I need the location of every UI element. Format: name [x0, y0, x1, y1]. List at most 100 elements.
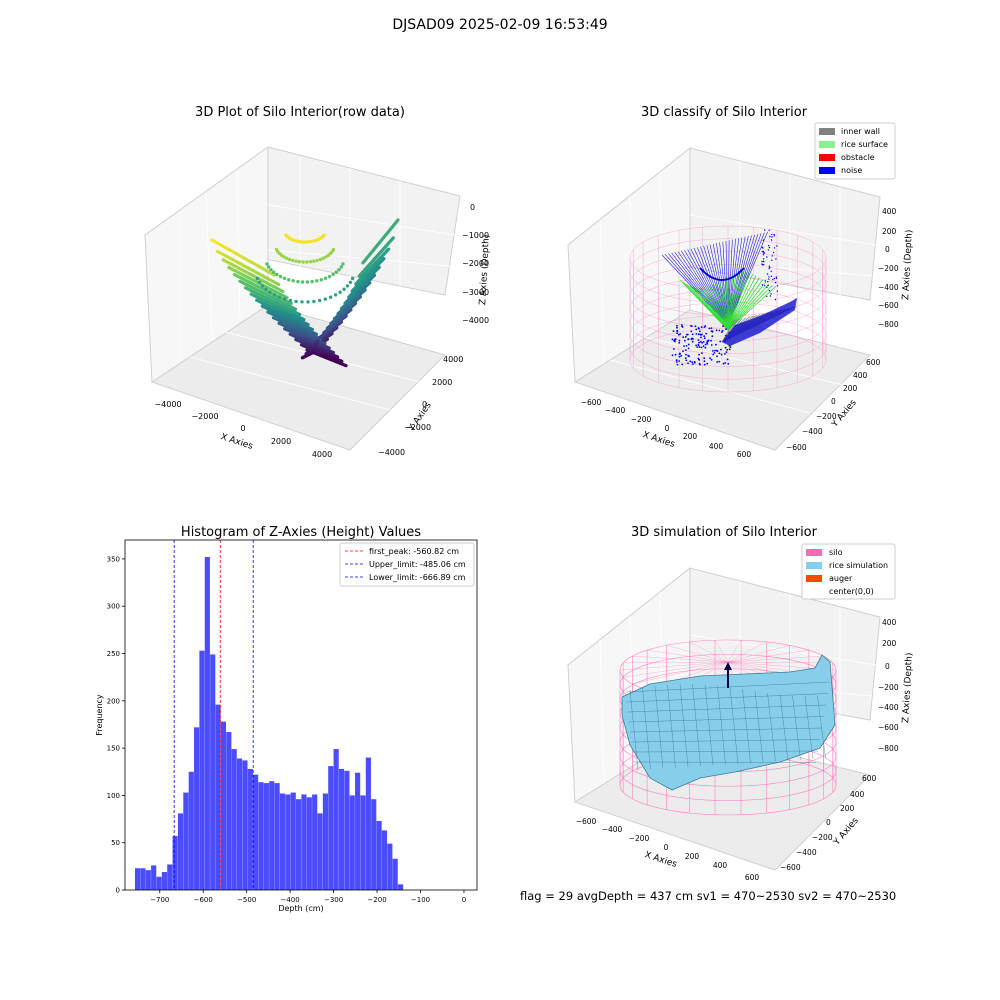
- panel2-ztick: 0: [885, 245, 890, 254]
- panel2-floor-pane: [573, 309, 871, 451]
- scatter-point: [327, 274, 332, 279]
- scatter-point: [321, 256, 326, 260]
- scatter-point: [278, 274, 283, 279]
- panel4-xtick: −200: [629, 834, 650, 843]
- rice-simulation-surface: [621, 654, 836, 791]
- histogram-ytick-label: 100: [107, 792, 120, 800]
- noise-point: [762, 247, 764, 249]
- histogram-x-label: Depth (cm): [278, 904, 323, 913]
- rice-surface-line: [706, 287, 729, 331]
- panel2-ztick: −800: [878, 320, 899, 329]
- panel2-legend: inner wall rice surface obstacle noise: [814, 122, 896, 180]
- panel2-ztick: −600: [878, 301, 899, 310]
- scatter-point: [337, 268, 341, 272]
- panel2-ytick: 600: [866, 358, 881, 367]
- panel4-xtick: −600: [576, 817, 597, 826]
- histogram-title: Histogram of Z-Axies (Height) Values: [181, 525, 421, 540]
- histogram-bar: [296, 799, 302, 890]
- noise-point: [771, 259, 773, 261]
- histogram-bar: [274, 783, 280, 890]
- rice-mesh-line: [692, 684, 701, 767]
- noise-point: [724, 334, 727, 337]
- noise-point: [771, 233, 773, 236]
- scatter-point: [315, 340, 319, 344]
- histogram-y-label: Frequency: [95, 694, 104, 736]
- silo-roof-spoke: [647, 649, 729, 663]
- panel1-z-ticks: 0 −1000 −2000 −3000 −4000: [462, 203, 489, 325]
- rice-surface-line: [696, 287, 729, 331]
- histogram-bar: [172, 836, 178, 890]
- histogram-ytick-label: 350: [107, 555, 120, 563]
- scatter-point: [310, 279, 314, 284]
- histogram-bar: [156, 876, 162, 890]
- noise-fan-line: [687, 249, 729, 326]
- histogram-y-ticks: 0 50 100 150 200 250 300 350: [107, 555, 125, 895]
- rice-mesh-line: [742, 689, 751, 763]
- noise-point: [691, 337, 693, 340]
- panel2-xtick: −200: [631, 415, 652, 424]
- status-line: flag = 29 avgDepth = 437 cm sv1 = 470~25…: [520, 889, 897, 903]
- scatter-point: [329, 322, 333, 326]
- noise-point: [687, 338, 690, 340]
- histogram-ytick-label: 50: [111, 839, 120, 847]
- noise-point: [716, 361, 719, 363]
- noise-point: [676, 332, 679, 335]
- scatter-point: [339, 265, 343, 269]
- panel4-silo-simulation: [619, 639, 837, 816]
- histogram-bar: [183, 792, 189, 890]
- legend-label: auger: [829, 574, 853, 583]
- panel4-y-label: Y Axies: [832, 816, 861, 848]
- panel4-xtick: 600: [745, 873, 760, 882]
- noise-point: [698, 346, 701, 348]
- noise-point: [773, 247, 776, 249]
- noise-point: [764, 229, 766, 231]
- noise-point: [710, 344, 713, 346]
- panel-simulation: 3D simulation of Silo Interior silo rice…: [566, 525, 915, 882]
- noise-point: [678, 355, 681, 358]
- panel2-z-label: Z Axies (Depth): [901, 229, 915, 300]
- noise-point: [767, 284, 769, 287]
- scatter-point: [332, 317, 336, 321]
- scatter-point: [328, 295, 333, 299]
- rice-mesh-line: [817, 695, 826, 759]
- noise-point: [716, 355, 718, 358]
- noise-point: [698, 330, 701, 333]
- noise-point: [673, 339, 675, 342]
- silo-roof-spoke: [714, 640, 729, 663]
- scatter-point: [272, 270, 276, 274]
- scatter-point: [361, 261, 365, 265]
- rice-mesh-line: [667, 684, 676, 768]
- histogram-xtick-label: −500: [237, 896, 256, 904]
- noise-point: [720, 348, 722, 351]
- noise-point: [687, 362, 689, 365]
- panel4-x-label: X Axies: [643, 850, 678, 870]
- noise-point: [763, 264, 765, 266]
- panel1-ytick: 2000: [432, 378, 452, 387]
- noise-point: [703, 326, 706, 328]
- panel1-xtick: −4000: [154, 400, 181, 409]
- rice-surface-line: [727, 273, 734, 331]
- silo-roof-spoke: [727, 645, 790, 663]
- scatter-point: [325, 326, 329, 330]
- noise-point: [672, 330, 675, 333]
- noise-point: [698, 358, 700, 361]
- rice-mesh-line: [630, 739, 821, 743]
- scatter-point: [305, 260, 309, 264]
- histogram-ytick-label: 300: [107, 603, 120, 611]
- noise-point: [761, 264, 764, 266]
- noise-point: [685, 345, 688, 347]
- scatter-point: [327, 346, 331, 350]
- histogram-bar: [317, 813, 323, 890]
- scatter-point: [354, 282, 358, 286]
- silo-roof-spoke: [727, 655, 824, 663]
- silo-roof-spoke: [623, 661, 729, 678]
- scatter-point: [312, 259, 316, 263]
- panel2-ytick: 0: [831, 397, 836, 406]
- panel4-ytick: 400: [850, 790, 865, 799]
- noise-point: [703, 357, 706, 360]
- panel1-xtick: 2000: [271, 437, 291, 446]
- noise-fan-line: [727, 234, 756, 326]
- rice-mesh-line: [729, 687, 739, 764]
- panel-classify: 3D classify of Silo Interior inner wall …: [566, 105, 915, 459]
- panel1-y-ticks: −4000 −2000 0 2000 4000: [378, 355, 463, 457]
